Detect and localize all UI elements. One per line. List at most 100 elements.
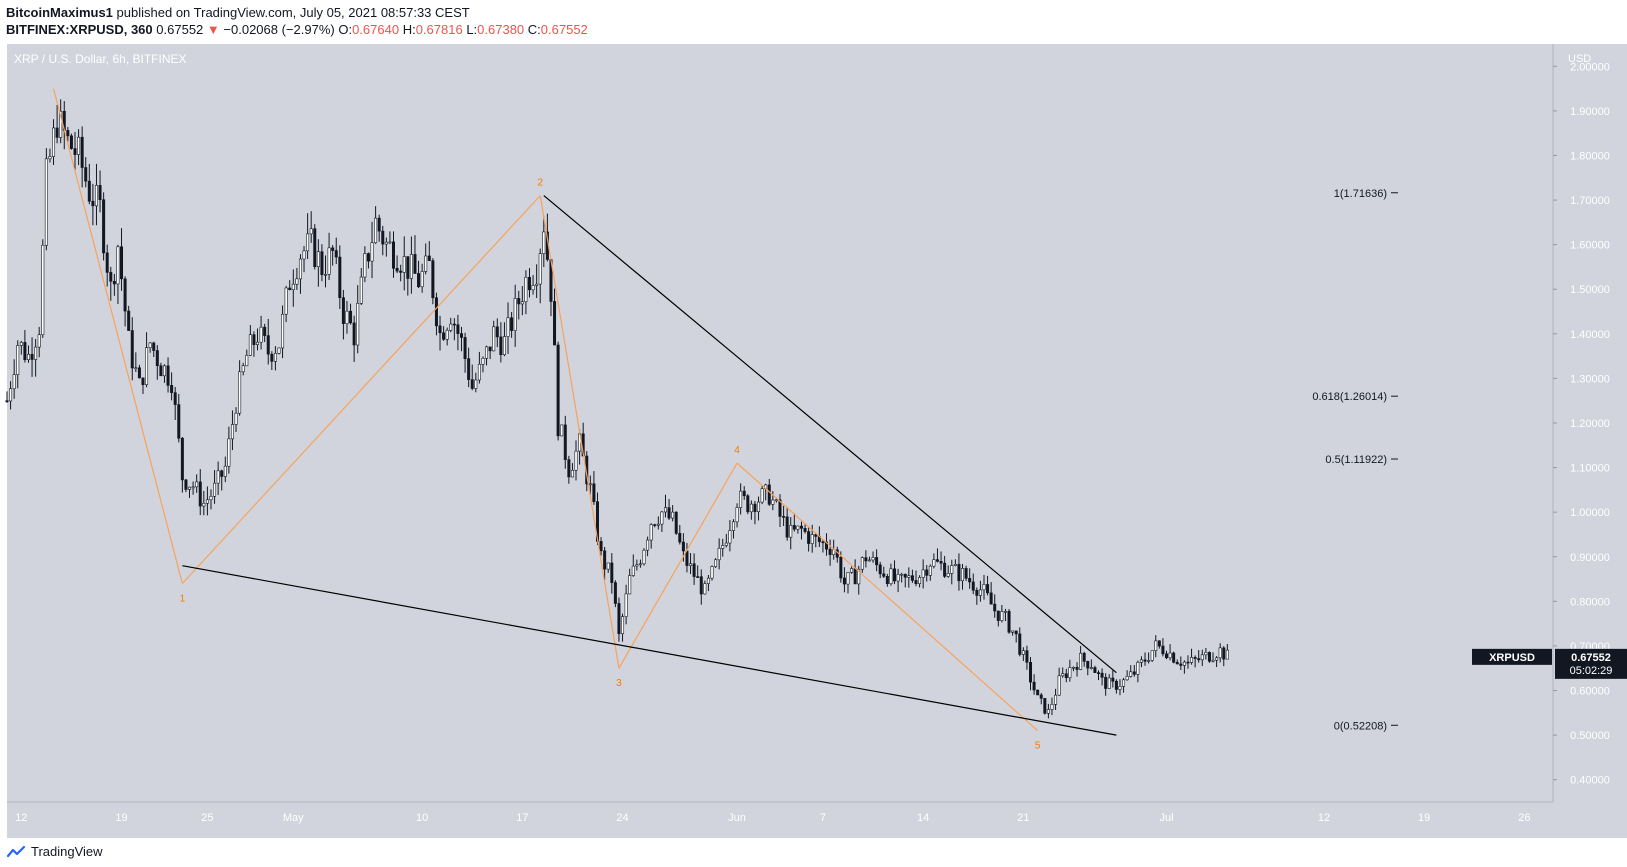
candle-up — [771, 499, 775, 505]
candle-up — [1154, 640, 1158, 651]
candle-up — [721, 545, 725, 549]
candle-down — [610, 562, 614, 583]
candle-up — [409, 254, 413, 279]
candle-up — [714, 559, 718, 567]
candle-up — [1071, 666, 1075, 669]
candle-up — [621, 616, 625, 635]
candle-up — [492, 326, 496, 352]
candle-up — [921, 569, 925, 578]
candle-up — [857, 568, 861, 585]
candle-down — [699, 576, 703, 595]
candle-down — [381, 230, 385, 245]
candle-up — [710, 566, 714, 579]
price-change: −0.02068 (−2.97%) — [223, 22, 335, 37]
candle-up — [1147, 660, 1151, 662]
ohlc-open-label: O: — [338, 22, 353, 37]
time-tick-label: 26 — [1518, 812, 1530, 824]
price-tick-label: 1.90000 — [1570, 106, 1610, 118]
candle-up — [1118, 686, 1122, 690]
candle-down — [198, 481, 202, 507]
candle-up — [950, 565, 954, 574]
price-tick-label: 1.10000 — [1570, 463, 1610, 475]
last-price-symbol-box — [1472, 648, 1552, 665]
price-chart[interactable]: XRP / U.S. Dollar, 6h, BITFINEX USD 1234… — [0, 44, 1627, 838]
candle-up — [703, 583, 707, 595]
candle-down — [431, 260, 435, 299]
wave-label-2: 2 — [537, 178, 543, 189]
price-tick-label: 0.60000 — [1570, 686, 1610, 698]
last-price: 0.67552 — [156, 22, 204, 37]
candle-up — [1079, 652, 1083, 670]
candle-down — [885, 576, 889, 584]
last-price-symbol: XRPUSD — [1489, 652, 1535, 664]
candle-down — [1193, 657, 1197, 659]
candle-up — [706, 577, 710, 584]
candle-up — [850, 568, 854, 573]
ohlc-high-value: 0.67816 — [415, 22, 463, 37]
candle-up — [1200, 654, 1204, 661]
candle-up — [1225, 649, 1229, 660]
candle-down — [5, 400, 9, 403]
candle-down — [180, 437, 184, 481]
ohlc-high-label: H: — [402, 22, 416, 37]
candle-up — [309, 228, 313, 235]
candle-up — [291, 283, 295, 290]
candle-down — [406, 256, 410, 279]
candle-down — [123, 278, 127, 312]
candle-down — [112, 281, 116, 285]
candle-up — [1136, 662, 1140, 675]
candle-up — [370, 242, 374, 262]
candle-down — [935, 559, 939, 562]
candle-up — [635, 564, 639, 567]
symbol-name[interactable]: BITFINEX:XRPUSD, 360 — [6, 22, 153, 37]
candle-down — [681, 541, 685, 552]
candle-down — [98, 185, 102, 201]
candle-down — [567, 459, 571, 478]
candle-up — [1068, 667, 1072, 679]
candle-up — [384, 241, 388, 245]
candle-up — [424, 255, 428, 272]
candle-up — [37, 334, 41, 348]
candle-up — [52, 127, 56, 157]
candle-up — [774, 499, 778, 502]
time-tick-label: 12 — [15, 812, 27, 824]
candle-up — [356, 303, 360, 346]
candle-up — [94, 185, 98, 207]
candle-up — [202, 502, 206, 507]
author-name[interactable]: BitcoinMaximus1 — [6, 5, 113, 20]
candle-up — [474, 379, 478, 389]
time-axis-area[interactable] — [0, 802, 1627, 838]
trendline-resistance — [543, 195, 1117, 674]
footer-brand: TradingView — [31, 844, 103, 859]
price-tick-label: 1.60000 — [1570, 240, 1610, 252]
candle-down — [1197, 658, 1201, 661]
plot-area[interactable] — [7, 44, 1553, 802]
candle-up — [363, 253, 367, 278]
candle-down — [1143, 659, 1147, 662]
candle-up — [19, 342, 23, 346]
candle-down — [1111, 677, 1115, 682]
candle-up — [642, 549, 646, 565]
candle-up — [1021, 650, 1025, 655]
candle-up — [531, 285, 535, 291]
candle-down — [746, 495, 750, 513]
wave-segment — [618, 462, 738, 669]
footer: TradingView — [0, 838, 1627, 867]
fib-level-label-0: 1(1.71636) — [1334, 188, 1387, 200]
candle-down — [399, 270, 403, 273]
price-tick-label: 0.50000 — [1570, 730, 1610, 742]
candle-down — [137, 367, 141, 379]
candle-down — [366, 253, 370, 262]
time-tick-label: 19 — [1418, 812, 1430, 824]
candle-up — [77, 136, 81, 155]
trendlines-layer — [182, 195, 1117, 736]
candle-up — [889, 568, 893, 584]
candle-down — [957, 564, 961, 582]
candle-up — [209, 495, 213, 501]
candle-up — [520, 301, 524, 305]
candle-up — [298, 258, 302, 280]
candle-down — [1014, 630, 1018, 635]
tradingview-logo[interactable]: TradingView — [6, 844, 103, 859]
candle-down — [152, 342, 156, 351]
price-tick-label: 1.30000 — [1570, 373, 1610, 385]
